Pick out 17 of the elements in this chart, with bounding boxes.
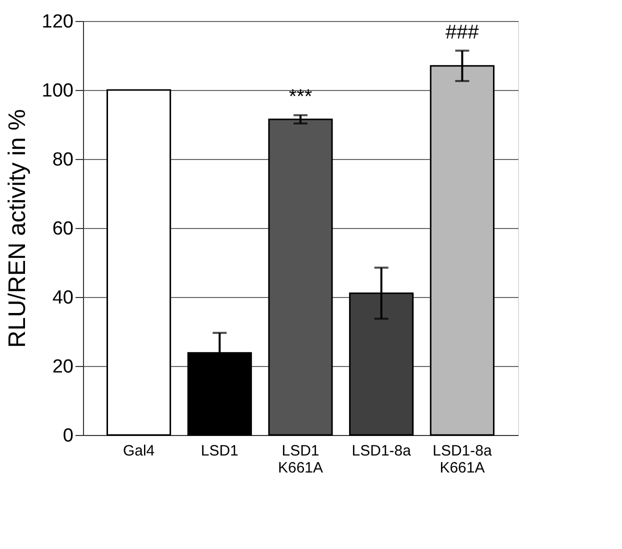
data-label: *** (288, 86, 312, 108)
data-label: ### (446, 22, 480, 44)
x-tick-label: LSD1-8a (352, 442, 412, 460)
y-tick-label: 100 (42, 80, 74, 102)
y-tick-label: 0 (62, 426, 74, 446)
y-tick-label: 80 (52, 150, 74, 170)
y-tick-label: 60 (52, 218, 74, 240)
x-tick-label: LSD1 (200, 442, 238, 460)
bar (268, 118, 333, 436)
y-tick-label: 120 (42, 12, 74, 32)
y-tick-label: 40 (52, 288, 74, 308)
bar (106, 89, 172, 436)
y-tick-label: 20 (52, 356, 74, 378)
x-tick-label: LSD1 K661A (278, 442, 324, 476)
x-tick-label: Gal4 (122, 442, 155, 460)
y-axis-title: RLU/REN activity in % (4, 109, 31, 348)
x-tick-label: LSD1-8a K661A (432, 442, 492, 476)
